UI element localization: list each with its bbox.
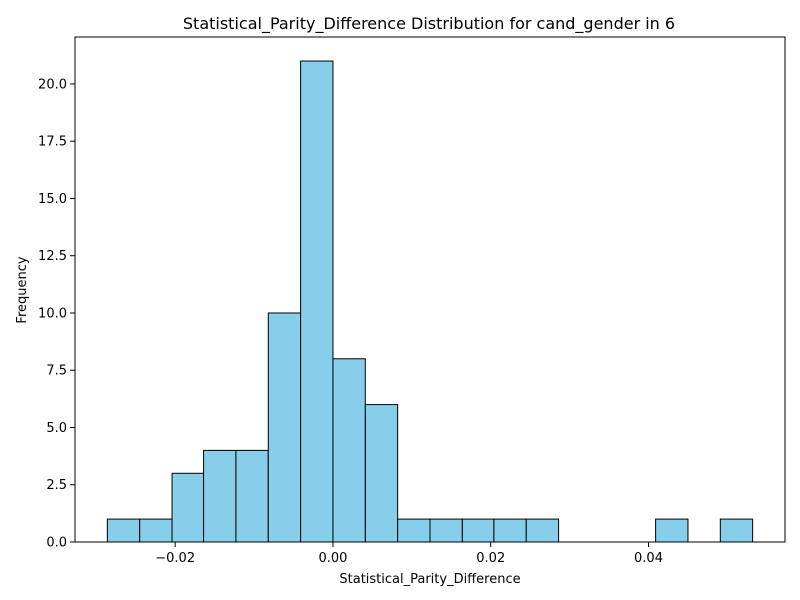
- y-tick-label: 17.5: [38, 135, 67, 150]
- histogram-bar: [461, 518, 495, 543]
- x-tick-label: 0.00: [318, 551, 347, 566]
- y-tick-label: 15.0: [38, 192, 67, 207]
- y-tick-label: 2.5: [46, 478, 67, 493]
- histogram-bar: [106, 518, 141, 543]
- x-tick-label: −0.02: [155, 551, 195, 566]
- y-tick-label: 7.5: [46, 364, 67, 379]
- plot-frame: [74, 36, 786, 543]
- x-tick-label: 0.04: [634, 551, 663, 566]
- histogram-bar: [235, 449, 269, 543]
- y-axis-label: Frequency: [15, 256, 30, 323]
- histogram-bar: [719, 518, 754, 543]
- x-axis-label: Statistical_Parity_Difference: [339, 572, 520, 587]
- histogram-bar: [493, 518, 527, 543]
- histogram-bar: [300, 60, 334, 543]
- chart-title: Statistical_Parity_Difference Distributi…: [183, 14, 675, 34]
- histogram-bar: [139, 518, 173, 543]
- histogram-bar: [364, 404, 399, 543]
- x-tick-label: 0.02: [476, 551, 505, 566]
- y-tick-label: 10.0: [38, 306, 67, 321]
- y-tick-label: 0.0: [46, 536, 67, 551]
- histogram-bar: [655, 518, 689, 543]
- y-axis-ticks: 0.0 2.5 5.0 7.5 10.0 12.5 15.0 17.5 20.0: [38, 77, 75, 551]
- histogram-bar: [171, 472, 205, 543]
- y-tick-label: 20.0: [38, 77, 67, 92]
- y-tick-label: 5.0: [46, 421, 67, 436]
- x-axis-ticks: −0.02 0.00 0.02 0.04: [155, 542, 663, 566]
- bars-group: [106, 60, 754, 543]
- histogram-bar: [203, 449, 237, 543]
- histogram-bar: [267, 312, 302, 543]
- histogram-bar: [397, 518, 431, 543]
- histogram-bar: [429, 518, 463, 543]
- histogram-bar: [332, 358, 366, 543]
- y-tick-label: 12.5: [38, 249, 67, 264]
- histogram-bar: [525, 518, 560, 543]
